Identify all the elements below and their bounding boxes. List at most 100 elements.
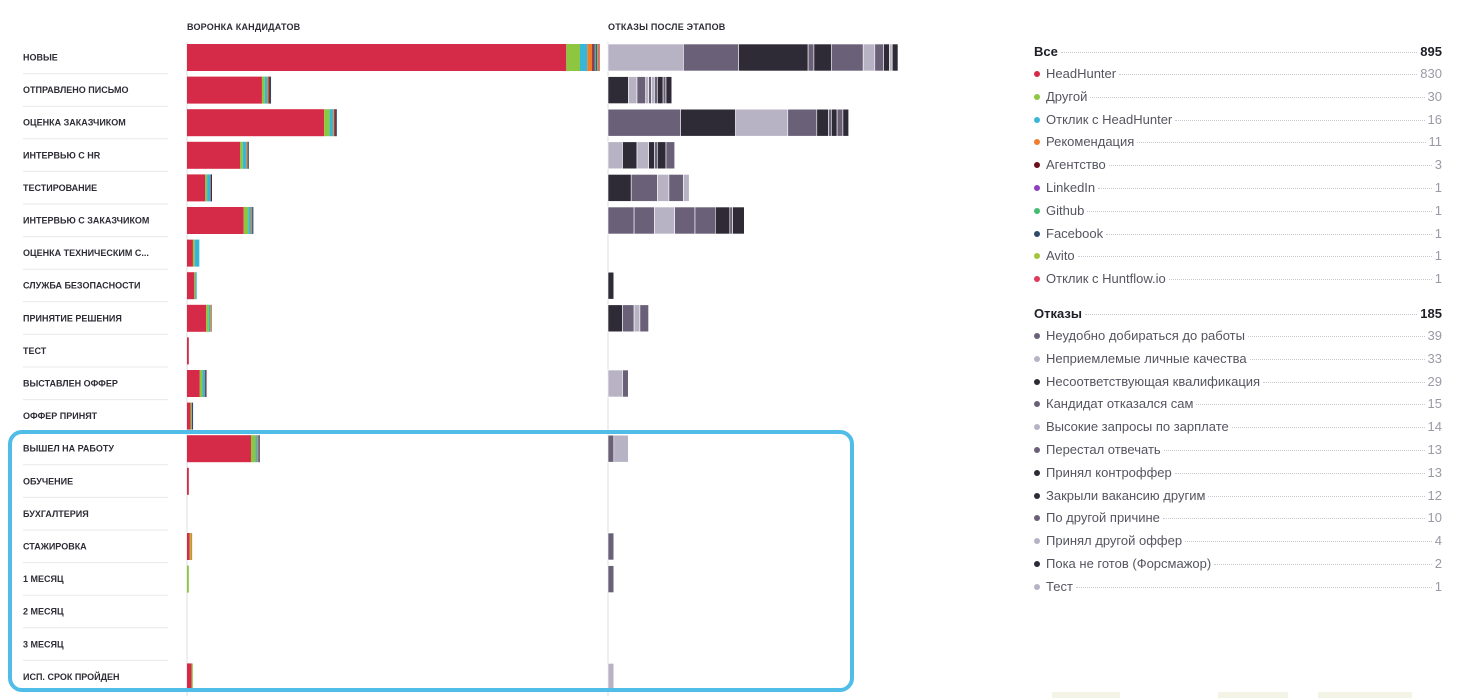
funnel-bar-segment bbox=[329, 109, 334, 137]
funnel-bar-segment bbox=[250, 435, 256, 463]
legend-dot-icon bbox=[1034, 333, 1040, 339]
legend-item[interactable]: Тест 1 bbox=[1034, 579, 1442, 602]
funnel-bar-segment bbox=[187, 304, 207, 332]
stage-label: ИНТЕРВЬЮ С ЗАКАЗЧИКОМ bbox=[23, 216, 149, 226]
funnel-bar-segment bbox=[598, 44, 600, 71]
funnel-bar-segment bbox=[210, 304, 212, 332]
legend-item-label: Отклик с Huntflow.io bbox=[1046, 271, 1166, 287]
funnel-bar-segment bbox=[187, 141, 241, 169]
legend-item[interactable]: Перестал отвечать 13 bbox=[1034, 442, 1442, 465]
legend-item[interactable]: Отклик с Huntflow.io 1 bbox=[1034, 271, 1442, 294]
rejection-bar-segment bbox=[680, 108, 736, 137]
rejections-legend: Отказы 185 Неудобно добираться до работы… bbox=[1034, 306, 1442, 602]
funnel-bar-segment bbox=[246, 141, 248, 169]
legend-item[interactable]: Неприемлемые личные качества 33 bbox=[1034, 351, 1442, 374]
funnel-bar-segment bbox=[596, 44, 598, 71]
funnel-bar-segment bbox=[195, 272, 197, 300]
funnel-bar-segment bbox=[187, 174, 206, 202]
legend-item[interactable]: По другой причине 10 bbox=[1034, 510, 1442, 533]
funnel-bar-segment bbox=[190, 402, 192, 430]
rejection-bar-segment bbox=[654, 76, 658, 104]
funnel-bar-segment bbox=[187, 533, 190, 560]
legend-item-label: LinkedIn bbox=[1046, 179, 1096, 195]
legend-dot-icon bbox=[1034, 355, 1040, 362]
legend-item-label: Принял другой оффер bbox=[1046, 533, 1183, 549]
funnel-bar-segment bbox=[189, 533, 191, 560]
rejection-bar-segment bbox=[636, 141, 649, 170]
stage-label: БУХГАЛТЕРИЯ bbox=[23, 509, 89, 519]
rejection-bar-segment bbox=[874, 43, 884, 72]
legend-item-value: 12 bbox=[1427, 487, 1442, 503]
rejection-bar-segment bbox=[607, 304, 623, 333]
rejection-bar-segment bbox=[888, 43, 893, 72]
legend-item[interactable]: Рекомендация 11 bbox=[1034, 134, 1442, 157]
legend-item[interactable]: Принял другой оффер 4 bbox=[1034, 533, 1442, 556]
rejection-bar-segment bbox=[633, 304, 641, 333]
rejection-bar-segment bbox=[830, 108, 838, 137]
leader-dots bbox=[1106, 233, 1432, 235]
legend-item[interactable]: Github 1 bbox=[1034, 203, 1442, 226]
funnel-bar-segment bbox=[187, 207, 244, 234]
funnel-bar-segment bbox=[258, 435, 260, 463]
legend-item-value: 4 bbox=[1434, 533, 1442, 549]
legend-item-label: HeadHunter bbox=[1046, 66, 1117, 81]
legend-item[interactable]: Кандидат отказался сам 15 bbox=[1034, 396, 1442, 419]
sources-legend-header: Все 895 bbox=[1034, 44, 1442, 66]
legend-item[interactable]: Отклик с HeadHunter 16 bbox=[1034, 112, 1442, 135]
rejection-bar-segment bbox=[665, 76, 673, 104]
rejection-bar-segment bbox=[656, 174, 670, 202]
legend-item[interactable]: Закрыли вакансию другим 12 bbox=[1034, 488, 1442, 511]
legend-item[interactable]: Другой 30 bbox=[1034, 89, 1442, 112]
stage-label: ВЫСТАВЛЕН ОФФЕР bbox=[23, 379, 118, 389]
legend-item[interactable]: Агентство 3 bbox=[1034, 157, 1442, 180]
stage-label: ИНТЕРВЬЮ С HR bbox=[23, 150, 101, 160]
rejection-bar-segment bbox=[651, 76, 655, 104]
legend-item[interactable]: Высокие запросы по зарплате 14 bbox=[1034, 419, 1442, 442]
funnel-bar-segment bbox=[242, 141, 247, 169]
rejection-bar-segment bbox=[828, 108, 832, 137]
legend-dot-icon bbox=[1034, 207, 1040, 214]
rejection-bar-segment bbox=[607, 369, 623, 398]
legend-item[interactable]: HeadHunter 830 bbox=[1034, 66, 1442, 89]
legend-item[interactable]: Несоответствующая квалификация 29 bbox=[1034, 374, 1442, 397]
rejections-title: ОТКАЗЫ ПОСЛЕ ЭТАПОВ bbox=[608, 22, 726, 32]
leader-dots bbox=[1084, 314, 1418, 315]
funnel-bar-segment bbox=[593, 44, 595, 71]
legend-item[interactable]: Facebook 1 bbox=[1034, 226, 1442, 249]
legend-item[interactable]: Пока не готов (Форсмажор) 2 bbox=[1034, 556, 1442, 579]
stage-label: ОТПРАВЛЕНО ПИСЬМО bbox=[23, 85, 128, 95]
legend-dot-icon bbox=[1034, 515, 1040, 522]
legend-dot-icon bbox=[1034, 469, 1040, 476]
rejection-bar-segment bbox=[607, 43, 684, 72]
rejection-bar-segment bbox=[830, 43, 864, 72]
legend-item-value: 13 bbox=[1427, 441, 1442, 457]
legend-item-value: 1 bbox=[1434, 248, 1442, 264]
rejection-bar-segment bbox=[816, 108, 829, 137]
rejection-bar-segment bbox=[668, 174, 684, 202]
stage-label: ИСП. СРОК ПРОЙДЕН bbox=[23, 671, 120, 682]
legend-item[interactable]: Неудобно добираться до работы 39 bbox=[1034, 328, 1442, 351]
legend-item-label: Высокие запросы по зарплате bbox=[1046, 419, 1229, 435]
legend-item[interactable]: Avito 1 bbox=[1034, 248, 1442, 271]
rejection-bar-segment bbox=[654, 141, 658, 170]
rejections-legend-title: Отказы bbox=[1034, 306, 1082, 321]
legend-item[interactable]: Принял контроффер 13 bbox=[1034, 465, 1442, 488]
funnel-title: ВОРОНКА КАНДИДАТОВ bbox=[187, 22, 301, 32]
stage-label: ОБУЧЕНИЕ bbox=[23, 476, 73, 486]
legend-dot-icon bbox=[1034, 560, 1040, 567]
legend-item[interactable]: LinkedIn 1 bbox=[1034, 180, 1442, 203]
leader-dots bbox=[1077, 256, 1432, 258]
leader-dots bbox=[1263, 381, 1425, 383]
legend-item-label: Avito bbox=[1046, 248, 1075, 264]
footer-stub bbox=[1318, 692, 1412, 698]
funnel-bar-segment bbox=[191, 402, 194, 430]
stage-label: 3 МЕСЯЦ bbox=[23, 639, 64, 649]
legend-item-value: 30 bbox=[1427, 88, 1442, 104]
funnel-bar-segment bbox=[248, 207, 251, 234]
funnel-bar-segment bbox=[187, 76, 262, 104]
legend-dot-icon bbox=[1034, 139, 1040, 146]
funnel-bar-segment bbox=[202, 370, 206, 397]
legend-dot-icon bbox=[1034, 230, 1040, 237]
stage-label: НОВЫЕ bbox=[23, 53, 58, 63]
rejection-bar-segment bbox=[729, 206, 733, 235]
